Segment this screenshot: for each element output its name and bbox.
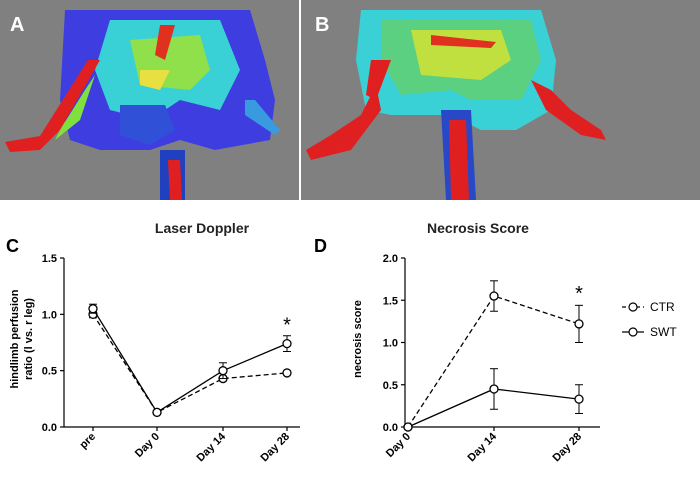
legend-label-ctr: CTR [650, 300, 675, 314]
d-point-swt [574, 394, 584, 404]
d-point-ctr [574, 319, 584, 329]
chart-d-marks: * [403, 280, 584, 432]
d-y-tick-label: 0.5 [383, 380, 398, 392]
chart-c-axes: 0.0 0.5 1.0 1.5 pre Day 0 Day 14 Day 28 [42, 253, 300, 464]
panel-letter-a: A [10, 14, 25, 36]
perfusion-map-a [0, 0, 299, 200]
chart-d-title: Necrosis Score [427, 220, 529, 236]
c-point-ctr [282, 368, 292, 378]
d-y-tick-label: 1.0 [383, 338, 398, 350]
d-point-swt [489, 384, 499, 394]
d-point-swt [403, 422, 413, 432]
c-point-swt [282, 338, 292, 349]
c-x-tick-label: pre [78, 431, 99, 452]
c-series-line-swt [92, 308, 288, 414]
d-x-tick-label: Day 28 [551, 431, 585, 465]
legend-label-swt: SWT [650, 325, 677, 339]
panel-letter-d: D [314, 236, 327, 256]
legend-items: CTR SWT [622, 300, 677, 339]
chart-c-ylabel-line-2: ratio (l vs. r leg) [23, 298, 35, 380]
d-y-tick-label: 1.5 [383, 295, 398, 307]
laser-doppler-image-swt: B [301, 0, 700, 200]
perfusion-map-b [301, 0, 700, 200]
c-y-tick-label: 0.0 [42, 422, 57, 434]
necrosis-score-chart: D Necrosis Score necrosis score 0.0 0.5 1.… [314, 220, 600, 464]
panel-letter-b: B [315, 14, 330, 36]
d-y-tick-label: 2.0 [383, 253, 398, 265]
chart-c-ylabel-line-1: hindlimb perfusion [9, 289, 21, 388]
c-y-tick-label: 0.5 [42, 366, 57, 378]
d-x-tick-label: Day 0 [384, 431, 413, 460]
c-x-tick-label: Day 0 [133, 431, 162, 460]
c-significance-star: * [283, 314, 291, 336]
d-point-ctr [489, 291, 499, 301]
legend-marker-swt [628, 327, 638, 337]
c-point-swt [218, 366, 228, 376]
c-y-tick-label: 1.5 [42, 253, 57, 265]
c-x-tick-label: Day 28 [259, 431, 293, 465]
panel-letter-c: C [6, 236, 19, 256]
chart-d-ylabel-line: necrosis score [352, 300, 364, 378]
c-y-tick-label: 1.0 [42, 309, 57, 321]
c-point-swt [152, 407, 162, 418]
d-significance-star: * [575, 283, 583, 305]
c-x-tick-label: Day 14 [195, 430, 229, 464]
legend: CTR SWT [622, 300, 677, 339]
chart-d-ylabel: necrosis score [352, 300, 364, 378]
c-series-line-ctr [92, 313, 288, 414]
chart-c-title: Laser Doppler [155, 220, 250, 236]
c-point-swt [88, 304, 98, 314]
legend-marker-ctr [628, 302, 638, 312]
d-y-tick-label: 0.0 [383, 422, 398, 434]
laser-doppler-chart: C Laser Doppler hindlimb perfusion ratio… [6, 220, 300, 464]
laser-doppler-image-ctr: A [0, 0, 299, 200]
chart-d-axes: 0.0 0.5 1.0 1.5 2.0 Day 0 Day 14 Day 28 [383, 253, 600, 464]
chart-c-ylabel: hindlimb perfusion ratio (l vs. r leg) [9, 289, 35, 388]
d-x-tick-label: Day 14 [466, 430, 500, 464]
chart-c-marks: * [88, 303, 292, 418]
